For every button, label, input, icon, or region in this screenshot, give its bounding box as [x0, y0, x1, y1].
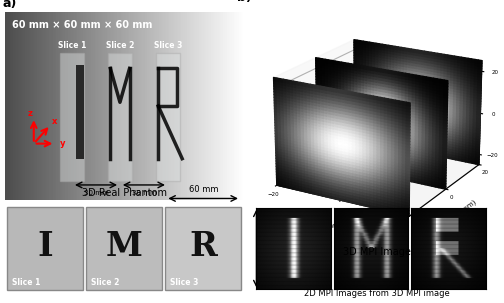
Text: y: y — [60, 139, 66, 148]
Text: b): b) — [237, 0, 251, 5]
Text: 30 mm: 30 mm — [132, 190, 156, 196]
Text: Slice 1: Slice 1 — [12, 278, 41, 287]
Bar — [60, 53, 84, 181]
Text: Slice 3: Slice 3 — [154, 41, 182, 50]
Text: Slice 1: Slice 1 — [58, 41, 86, 50]
Text: 60 mm × 60 mm × 60 mm: 60 mm × 60 mm × 60 mm — [12, 20, 153, 30]
X-axis label: x (mm): x (mm) — [316, 218, 342, 231]
Bar — [156, 53, 180, 181]
Text: a): a) — [3, 0, 17, 10]
Text: 2D MPI Images from 3D MPI image: 2D MPI Images from 3D MPI image — [304, 289, 450, 298]
Bar — [8, 207, 83, 290]
Bar — [108, 53, 132, 181]
Text: 3D Real Phantom: 3D Real Phantom — [82, 188, 167, 198]
Text: 30 mm: 30 mm — [84, 190, 108, 196]
Text: Slice 2: Slice 2 — [91, 278, 119, 287]
Bar — [165, 207, 241, 290]
Text: 60 mm: 60 mm — [266, 234, 275, 263]
Text: Slice 2: Slice 2 — [106, 41, 134, 50]
Text: R: R — [190, 230, 217, 263]
Text: Slice 3: Slice 3 — [170, 278, 199, 287]
Text: M: M — [106, 230, 143, 263]
Text: 60 mm: 60 mm — [188, 185, 218, 194]
Text: x: x — [52, 117, 57, 126]
Bar — [76, 65, 84, 159]
Text: I: I — [37, 230, 53, 263]
Text: z: z — [28, 109, 33, 118]
Bar — [87, 207, 162, 290]
Text: 3D MPI Image: 3D MPI Image — [343, 247, 411, 257]
Y-axis label: y (mm): y (mm) — [454, 199, 478, 219]
